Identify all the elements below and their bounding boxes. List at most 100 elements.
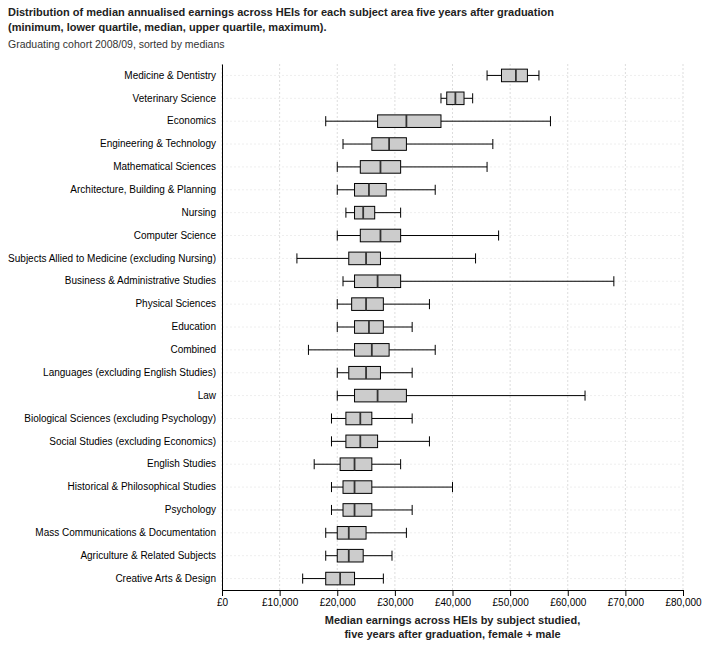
y-tick-label: Engineering & Technology [100, 138, 216, 149]
whisker-cap-min [308, 345, 309, 355]
whisker-low [326, 532, 338, 533]
whisker-cap-max [472, 93, 473, 103]
y-tick: Creative Arts & Design [115, 573, 222, 584]
grid-line-x [452, 64, 453, 590]
whisker-low [343, 144, 372, 145]
box-body [340, 458, 372, 471]
grid-line-y [222, 555, 683, 556]
whisker-high [380, 372, 412, 373]
x-axis-title: Median earnings across HEIs by subject s… [325, 614, 581, 640]
whisker-cap-min [325, 116, 326, 126]
whisker-high [380, 258, 475, 259]
y-axis-line [222, 65, 223, 591]
whisker-cap-max [412, 322, 413, 332]
grid-line-y [222, 418, 683, 419]
y-tick-label: Creative Arts & Design [115, 573, 216, 584]
y-axis: Medicine & Dentistry Veterinary Science Ec… [8, 65, 222, 591]
whisker-low [337, 304, 351, 305]
box-body [343, 481, 372, 494]
whisker-high [441, 121, 550, 122]
x-axis: £0£10,000£20,000£30,000£40,000£50,000£60… [217, 590, 702, 608]
whisker-cap-min [345, 208, 346, 218]
median [380, 229, 382, 242]
box [331, 481, 452, 494]
whisker-cap-max [613, 276, 614, 286]
grid-line-y [222, 349, 683, 350]
y-tick: Architecture, Building & Planning [70, 184, 222, 195]
whisker-high [372, 509, 412, 510]
x-tick-label: £70,000 [608, 597, 645, 608]
x-tick-label: £20,000 [320, 597, 357, 608]
x-tick-mark [683, 590, 684, 596]
y-tick: Veterinary Science [133, 93, 222, 104]
box [331, 435, 429, 448]
median [339, 572, 341, 585]
median [368, 321, 370, 334]
box [337, 229, 498, 242]
y-tick: Agriculture & Related Subjects [80, 550, 222, 561]
box [487, 69, 539, 82]
box-body [343, 504, 372, 517]
whisker-low [331, 509, 343, 510]
whisker-high [383, 327, 412, 328]
grid-line-x [337, 64, 338, 590]
y-tick: Historical & Philosophical Studies [68, 481, 222, 492]
y-tick: Business & Administrative Studies [65, 275, 222, 286]
whisker-cap-min [343, 139, 344, 149]
box-body [349, 252, 381, 265]
x-tick-mark [625, 590, 626, 596]
median [354, 458, 356, 471]
whisker-cap-max [498, 230, 499, 240]
grid [222, 64, 683, 590]
whisker-low [337, 327, 354, 328]
x-tick: £0 [217, 590, 229, 608]
grid-line-y [222, 464, 683, 465]
whisker-low [337, 395, 354, 396]
grid-line-y [222, 75, 683, 76]
whisker-cap-max [435, 345, 436, 355]
whisker-high [386, 189, 435, 190]
whisker-high [401, 235, 499, 236]
x-tick-label: £60,000 [550, 597, 587, 608]
whisker-high [363, 555, 392, 556]
whisker-low [297, 258, 349, 259]
whisker-cap-min [331, 505, 332, 515]
y-tick: Mass Communications & Documentation [35, 527, 222, 538]
x-tick: £30,000 [377, 590, 414, 608]
whisker-cap-min [337, 322, 338, 332]
x-tick: £70,000 [608, 590, 645, 608]
subtitle: Graduating cohort 2008/09, sorted by med… [8, 38, 225, 50]
x-tick: £10,000 [262, 590, 299, 608]
median [405, 115, 407, 128]
y-tick: Social Studies (excluding Economics) [49, 436, 222, 447]
whisker-low [487, 75, 501, 76]
whisker-cap-max [487, 162, 488, 172]
whisker-cap-min [343, 276, 344, 286]
box [331, 504, 412, 517]
x-axis-title-line: five years after graduation, female + ma… [344, 628, 560, 640]
grid-line-y [222, 532, 683, 533]
y-tick-label: Economics [167, 115, 216, 126]
x-tick: £60,000 [550, 590, 587, 608]
median [371, 344, 373, 357]
box [343, 275, 614, 288]
box-body [349, 366, 381, 379]
y-tick-label: English Studies [147, 458, 216, 469]
whisker-cap-max [538, 70, 539, 80]
whisker-cap-max [400, 208, 401, 218]
whisker-low [337, 189, 354, 190]
whisker-low [326, 121, 378, 122]
box [326, 115, 551, 128]
grid-line-y [222, 327, 683, 328]
box [337, 183, 435, 196]
y-tick-label: Social Studies (excluding Economics) [49, 436, 216, 447]
x-tick-mark [510, 590, 511, 596]
whisker-low [441, 98, 447, 99]
y-tick-label: Medicine & Dentistry [124, 70, 216, 81]
whisker-high [401, 281, 614, 282]
whisker-low [331, 441, 345, 442]
grid-line-y [222, 304, 683, 305]
grid-line-y [222, 509, 683, 510]
whisker-high [527, 75, 539, 76]
y-tick-label: Architecture, Building & Planning [70, 184, 216, 195]
